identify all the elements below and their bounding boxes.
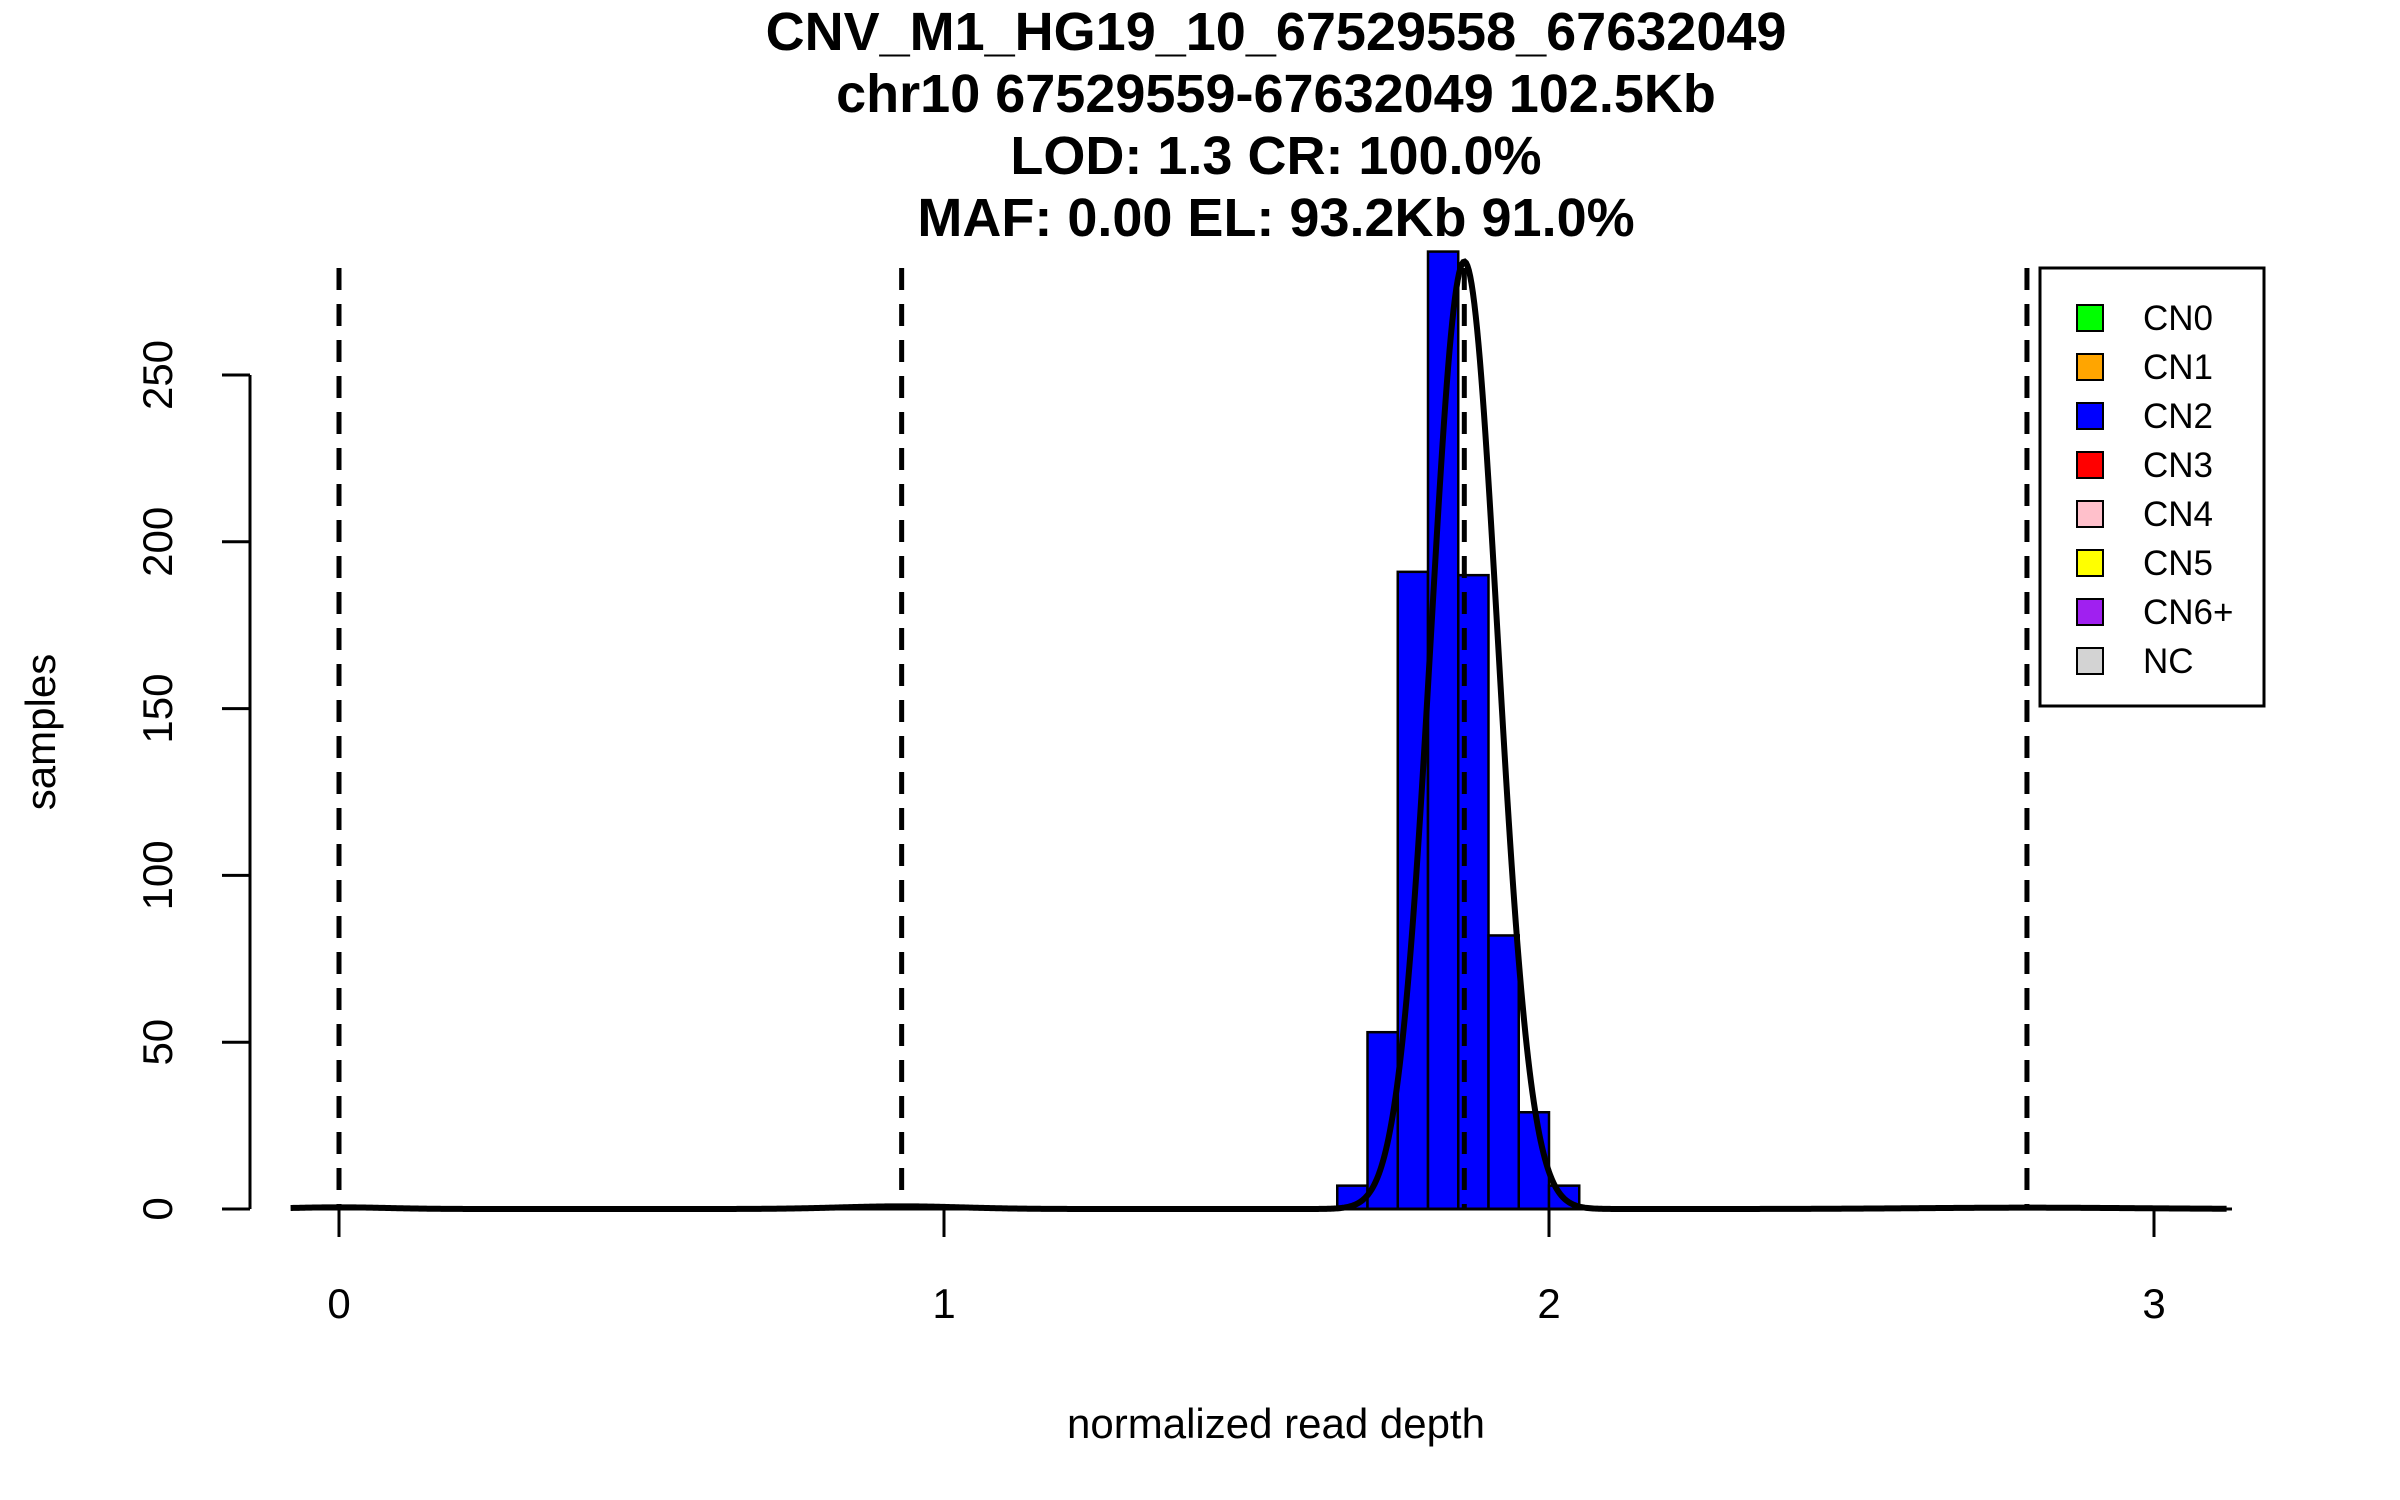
legend-label: CN1 <box>2143 348 2213 387</box>
density-curve-path <box>290 258 2227 1212</box>
y-axis: 0 50 100 150 200 250 <box>134 340 252 1221</box>
legend-swatch <box>2076 647 2104 675</box>
chart-title-line: LOD: 1.3 CR: 100.0% <box>1010 126 1541 186</box>
x-tick-label: 1 <box>932 1280 955 1327</box>
y-tick-label: 150 <box>134 674 181 744</box>
legend-swatch <box>2076 500 2104 528</box>
density-curve <box>290 258 2227 1212</box>
histogram-bar <box>1487 934 1520 1211</box>
histogram-bars <box>1336 250 1581 1211</box>
x-axis: 0 1 2 3 <box>293 1207 2232 1327</box>
legend-label: CN2 <box>2143 397 2213 436</box>
y-tick-label: 250 <box>134 340 181 410</box>
legend-label: CN3 <box>2143 446 2213 485</box>
x-tick-label: 0 <box>327 1280 350 1327</box>
chart-title-line: CNV_M1_HG19_10_67529558_67632049 <box>766 2 1787 62</box>
y-tick-label: 200 <box>134 507 181 577</box>
y-tick-label: 100 <box>134 840 181 910</box>
chart-title-line: chr10 67529559-67632049 102.5Kb <box>836 64 1716 124</box>
legend-label: NC <box>2143 642 2194 681</box>
y-tick-label: 50 <box>134 1019 181 1066</box>
copy-number-lines <box>336 268 2030 1209</box>
legend-label: CN5 <box>2143 544 2213 583</box>
legend-label: CN0 <box>2143 299 2213 338</box>
legend-box <box>2038 266 2266 708</box>
x-tick-label: 3 <box>2142 1280 2165 1327</box>
legend-swatch <box>2076 549 2104 577</box>
legend-label: CN6+ <box>2143 593 2233 632</box>
legend: CN0 CN1 CN2 CN3 CN4 CN5 CN6+ NC <box>2038 266 2266 708</box>
legend-label: CN4 <box>2143 495 2213 534</box>
y-tick-label: 0 <box>134 1197 181 1220</box>
legend-swatch <box>2076 353 2104 381</box>
x-axis-label: normalized read depth <box>1067 1400 1485 1447</box>
legend-swatch <box>2076 402 2104 430</box>
x-tick-label: 2 <box>1537 1280 1560 1327</box>
legend-swatch <box>2076 451 2104 479</box>
legend-swatch <box>2076 598 2104 626</box>
legend-swatch <box>2076 304 2104 332</box>
y-axis-label: samples <box>17 654 64 810</box>
chart-title-line: MAF: 0.00 EL: 93.2Kb 91.0% <box>917 188 1634 248</box>
